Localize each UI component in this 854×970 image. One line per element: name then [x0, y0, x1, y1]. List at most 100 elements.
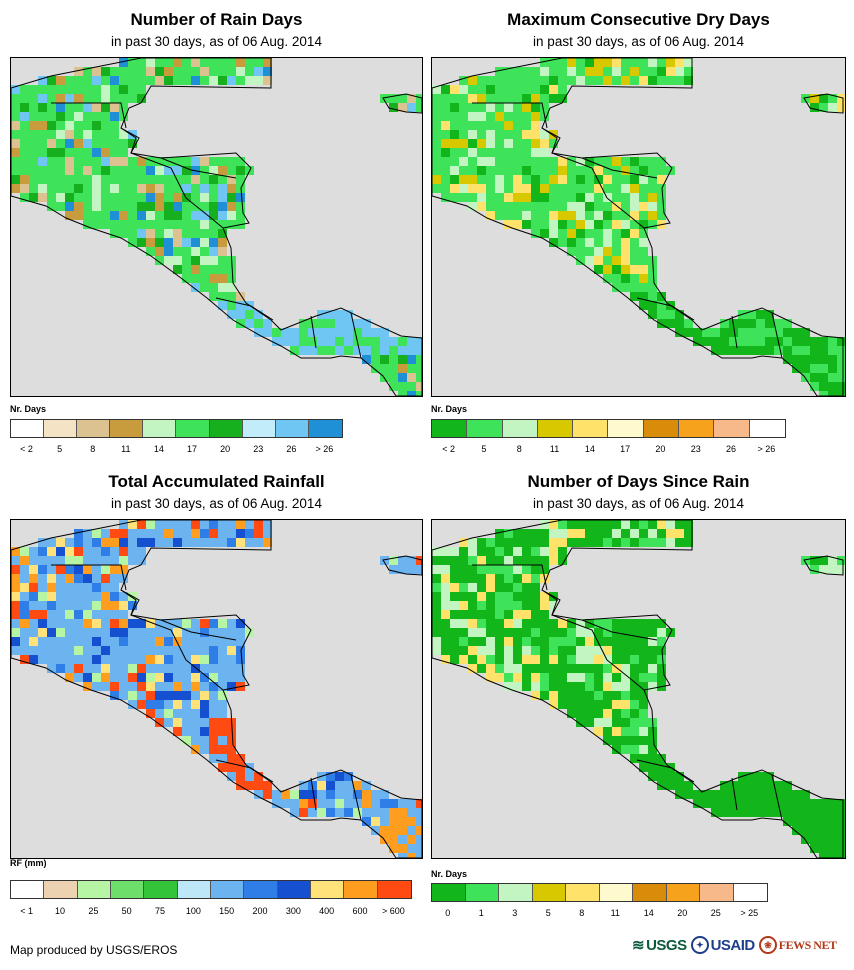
grid-cell — [146, 157, 155, 166]
grid-cell — [513, 565, 522, 574]
grid-cell — [218, 682, 227, 691]
grid-cell — [630, 76, 639, 85]
grid-cell — [576, 646, 585, 655]
grid-cell — [522, 646, 531, 655]
grid-cell — [756, 790, 765, 799]
grid-cell — [272, 328, 281, 337]
grid-cell — [432, 574, 441, 583]
grid-cell — [218, 175, 227, 184]
grid-cell — [459, 121, 468, 130]
grid-cell — [639, 727, 648, 736]
grid-cell — [20, 193, 29, 202]
grid-cell — [522, 574, 531, 583]
grid-cell — [837, 565, 845, 574]
grid-cell — [101, 592, 110, 601]
grid-cell — [146, 58, 155, 67]
grid-cell — [567, 691, 576, 700]
grid-cell — [477, 565, 486, 574]
grid-cell — [495, 94, 504, 103]
grid-cell — [146, 67, 155, 76]
grid-cell — [549, 220, 558, 229]
grid-cell — [540, 691, 549, 700]
grid-cell — [459, 85, 468, 94]
grid-cell — [191, 175, 200, 184]
grid-cell — [495, 139, 504, 148]
grid-cell — [504, 139, 513, 148]
grid-cell — [639, 691, 648, 700]
grid-cell — [621, 700, 630, 709]
grid-cell — [432, 94, 441, 103]
grid-cell — [837, 346, 845, 355]
grid-cell — [603, 211, 612, 220]
grid-cell — [495, 565, 504, 574]
grid-cell — [639, 529, 648, 538]
grid-cell — [74, 583, 83, 592]
grid-cell — [675, 310, 684, 319]
grid-cell — [155, 76, 164, 85]
grid-cell — [675, 790, 684, 799]
panel-title: Number of Days Since Rain — [527, 472, 750, 491]
grid-cell — [182, 529, 191, 538]
grid-cell — [828, 94, 837, 103]
grid-cell — [29, 628, 38, 637]
grid-cell — [227, 292, 236, 301]
grid-cell — [110, 175, 119, 184]
grid-cell — [74, 655, 83, 664]
grid-cell — [101, 202, 110, 211]
grid-cell — [477, 664, 486, 673]
grid-cell — [38, 121, 47, 130]
grid-cell — [648, 175, 657, 184]
grid-cell — [567, 247, 576, 256]
grid-cell — [182, 637, 191, 646]
panel-subtitle: in past 30 days, as of 06 Aug. 2014 — [533, 34, 744, 49]
grid-cell — [200, 727, 209, 736]
grid-cell — [227, 310, 236, 319]
grid-cell — [612, 538, 621, 547]
grid-cell — [119, 691, 128, 700]
grid-cell — [227, 673, 236, 682]
grid-cell — [200, 211, 209, 220]
grid-cell — [531, 193, 540, 202]
grid-cell — [657, 664, 666, 673]
grid-cell — [92, 157, 101, 166]
grid-cell — [209, 193, 218, 202]
legend-tick-label: 25 — [88, 906, 99, 916]
grid-cell — [639, 274, 648, 283]
grid-cell — [83, 610, 92, 619]
grid-cell — [594, 727, 603, 736]
grid-cell — [540, 673, 549, 682]
grid-cell — [38, 646, 47, 655]
grid-cell — [38, 619, 47, 628]
grid-cell — [594, 538, 603, 547]
grid-cell — [65, 565, 74, 574]
grid-cell — [486, 112, 495, 121]
grid-cell — [837, 844, 845, 853]
grid-cell — [119, 193, 128, 202]
grid-cell — [128, 67, 137, 76]
grid-cell — [450, 193, 459, 202]
grid-cell — [164, 220, 173, 229]
grid-cell — [38, 655, 47, 664]
grid-cell — [486, 202, 495, 211]
grid-cell — [504, 148, 513, 157]
grid-cell — [513, 193, 522, 202]
grid-cell — [254, 319, 263, 328]
grid-cell — [299, 781, 308, 790]
grid-cell — [209, 646, 218, 655]
legend-tick-label: 3 — [512, 908, 518, 918]
grid-cell — [398, 391, 407, 396]
grid-cell — [416, 373, 422, 382]
grid-cell — [684, 319, 693, 328]
grid-cell — [549, 211, 558, 220]
grid-cell — [380, 808, 389, 817]
grid-cell — [630, 211, 639, 220]
grid-cell — [801, 556, 810, 565]
grid-cell — [684, 529, 693, 538]
grid-cell — [531, 610, 540, 619]
grid-cell — [416, 556, 422, 565]
grid-cell — [594, 220, 603, 229]
grid-cell — [182, 736, 191, 745]
grid-cell — [567, 211, 576, 220]
grid-cell — [531, 94, 540, 103]
grid-cell — [513, 610, 522, 619]
